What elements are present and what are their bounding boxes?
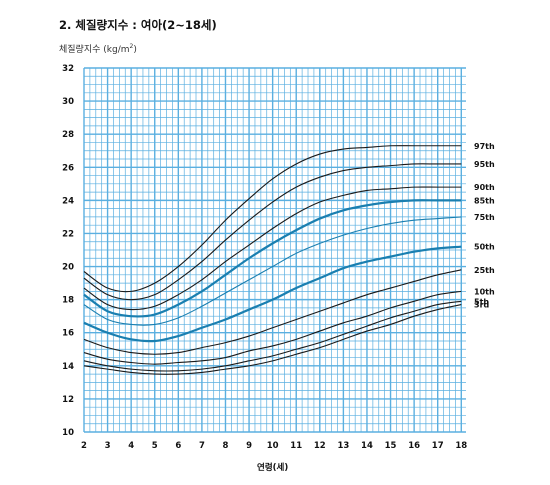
percentile-line-10th [83,290,462,365]
y-tick-label: 30 [62,97,74,107]
x-tick-label: 11 [290,441,302,451]
percentile-label-50th: 50th [474,243,495,252]
y-axis-label-superscript: 2 [129,43,134,50]
y-tick-label: 24 [62,196,74,206]
percentile-line-85th [83,199,462,318]
percentile-label-90th: 90th [474,183,495,192]
x-tick-label: 4 [128,441,134,451]
percentile-label-85th: 85th [474,196,495,205]
x-tick-label: 8 [223,441,229,451]
x-tick-label: 3 [105,441,111,451]
y-axis-label-close: ) [133,45,137,55]
y-tick-label: 18 [62,296,74,306]
percentile-line-90th [83,186,462,311]
x-tick-label: 10 [267,441,279,451]
x-tick-label: 18 [455,441,467,451]
percentile-label-25th: 25th [474,266,495,275]
percentile-line-5th [83,300,462,372]
y-tick-label: 14 [62,362,74,372]
x-tick-label: 16 [408,441,420,451]
percentile-line-97th [83,145,462,293]
x-tick-label: 7 [199,441,205,451]
y-tick-label: 22 [62,229,74,239]
x-tick-label: 15 [385,441,397,451]
x-tick-label: 9 [246,441,252,451]
percentile-line-3rd [83,304,462,375]
x-tick-label: 12 [314,441,326,451]
percentile-line-25th [83,269,462,355]
x-tick-label: 14 [361,441,373,451]
x-tick-label: 5 [152,441,158,451]
percentile-line-75th [83,216,462,326]
y-tick-label: 10 [62,428,74,438]
y-tick-label: 28 [62,130,74,140]
x-tick-label: 17 [432,441,444,451]
y-tick-labels: 10 12 14 16 18 20 22 24 26 28 30 32 [62,64,74,438]
percentile-lines [83,145,462,375]
y-tick-label: 12 [62,395,74,405]
y-tick-label: 16 [62,329,74,339]
y-tick-label: 26 [62,163,74,173]
x-tick-label: 6 [175,441,181,451]
percentile-label-95th: 95th [474,160,495,169]
y-axis-label: 체질량지수 (kg/m2) [59,42,137,55]
x-tick-label: 13 [337,441,349,451]
percentile-label-97th: 97th [474,142,495,151]
chart-grid [83,67,466,433]
percentile-label-10th: 10th [474,287,495,296]
percentile-line-50th [83,245,462,343]
y-axis-label-text: 체질량지수 (kg/m [59,45,130,55]
chart-title: 2. 체질량지수 : 여아(2~18세) [59,18,217,32]
percentile-label-5th: 5th [474,297,489,306]
y-tick-label: 32 [62,64,74,74]
x-axis-title: 연령(세) [257,462,288,473]
x-tick-label: 2 [81,441,87,451]
x-tick-labels: 2 3 4 5 6 7 8 9 10 11 12 13 14 15 16 17 18 [81,441,467,451]
y-tick-label: 20 [62,263,74,273]
percentile-line-95th [83,163,462,301]
percentile-label-75th: 75th [474,213,495,222]
percentile-label-3rd: 3rd [474,301,490,310]
